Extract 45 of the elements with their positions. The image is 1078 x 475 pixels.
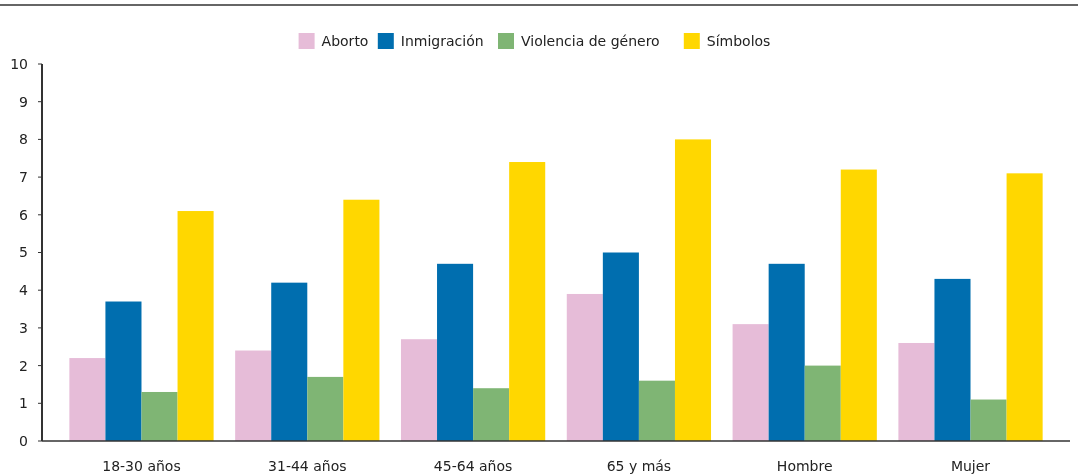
legend-label: Violencia de género (521, 32, 660, 49)
bar (177, 211, 214, 441)
x-tick-label: 18-30 años (102, 458, 181, 474)
bar (343, 199, 380, 441)
bar (400, 339, 438, 441)
bar (970, 399, 1007, 441)
bar (840, 169, 877, 441)
bar (69, 358, 106, 441)
x-tick-label: 31-44 años (268, 458, 347, 474)
bar (638, 380, 675, 441)
bar (473, 388, 510, 441)
bar (934, 278, 971, 441)
bar (602, 252, 639, 441)
x-tick-label: Hombre (776, 458, 833, 474)
bar (307, 376, 344, 441)
x-tick-label: Mujer (950, 458, 991, 474)
y-tick-label: 3 (19, 319, 28, 336)
x-tick-label: 65 y más (606, 458, 672, 474)
y-tick-label: 4 (19, 282, 29, 299)
bar (804, 365, 841, 441)
y-tick-label: 5 (19, 244, 28, 261)
bar (509, 162, 546, 441)
y-tick-label: 2 (19, 357, 28, 374)
y-tick-label: 6 (19, 206, 29, 223)
bar (105, 301, 142, 441)
bar (271, 282, 308, 441)
legend-label: Inmigración (400, 32, 484, 49)
bar (768, 263, 805, 441)
x-tick-label: 45-64 años (433, 458, 513, 474)
bar (141, 391, 178, 441)
bar (732, 324, 769, 441)
y-tick-label: 1 (19, 395, 28, 412)
bar (235, 350, 272, 441)
legend-label: Símbolos (706, 32, 771, 49)
bar (898, 342, 935, 441)
y-tick-label: 0 (19, 432, 28, 449)
y-tick-label: 7 (19, 169, 28, 185)
bar (437, 263, 474, 441)
y-tick-label: 9 (19, 93, 28, 110)
y-tick-label: 10 (10, 55, 28, 72)
bar (674, 139, 712, 441)
legend-label: Aborto (321, 32, 369, 49)
bar (1006, 173, 1043, 441)
y-tick-label: 8 (19, 131, 28, 148)
bar (566, 293, 603, 441)
